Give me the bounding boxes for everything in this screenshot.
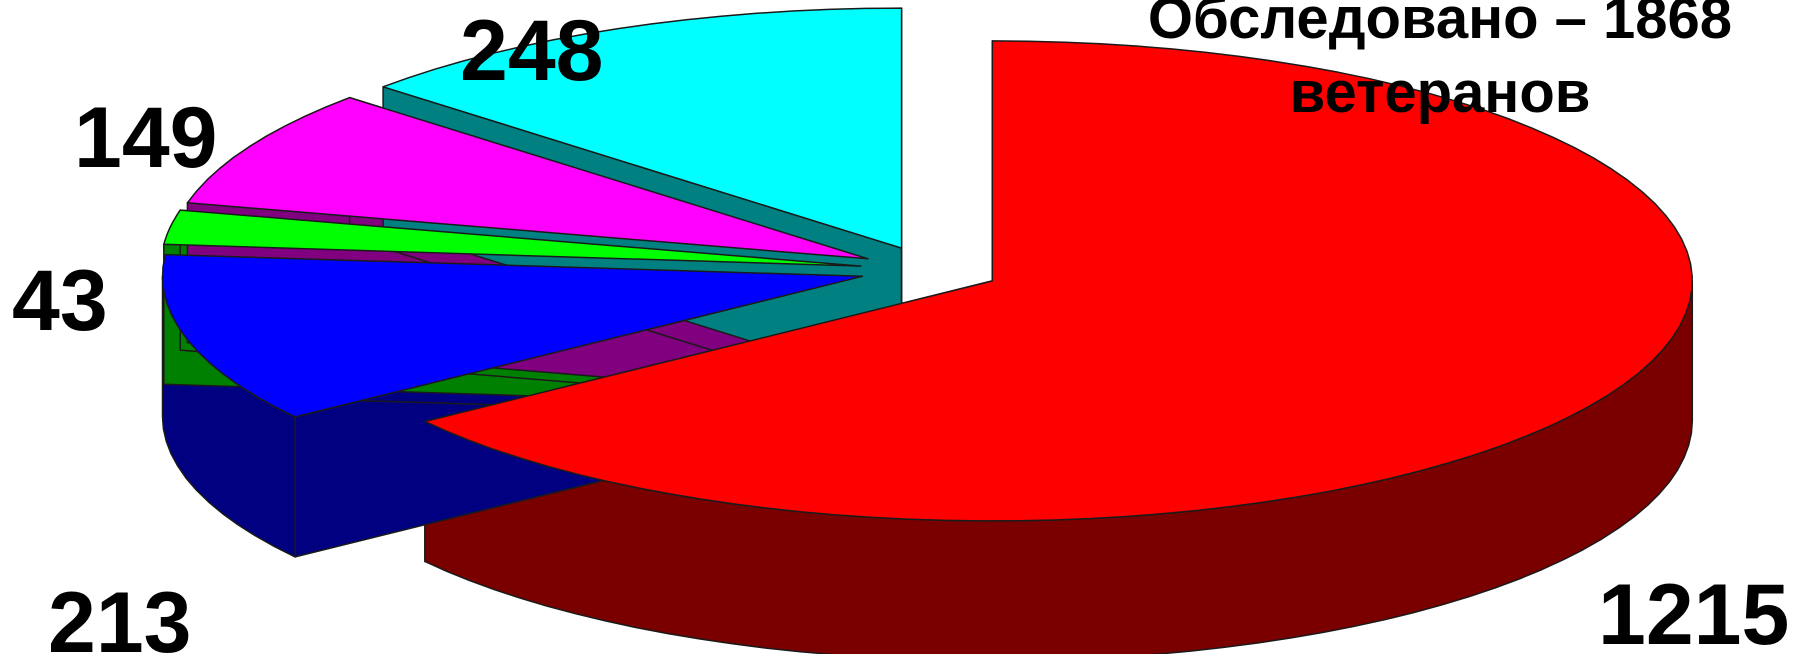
data-label-43: 43 xyxy=(12,253,108,349)
data-label-248: 248 xyxy=(460,3,604,99)
data-label-213: 213 xyxy=(48,575,192,654)
data-label-149: 149 xyxy=(74,90,218,186)
chart-title: Обследовано – 1868 ветеранов xyxy=(1080,0,1796,130)
data-label-1215: 1215 xyxy=(1598,567,1790,654)
pie-tops xyxy=(161,7,1693,522)
slice-1215 xyxy=(424,40,1693,522)
slice-248 xyxy=(382,7,903,249)
slice-149 xyxy=(186,96,869,260)
chart-title-line-2: ветеранов xyxy=(1289,60,1591,125)
slice-213 xyxy=(161,253,864,418)
chart-title-line-1: Обследовано – 1868 xyxy=(1147,0,1733,51)
slice-43 xyxy=(163,209,862,267)
